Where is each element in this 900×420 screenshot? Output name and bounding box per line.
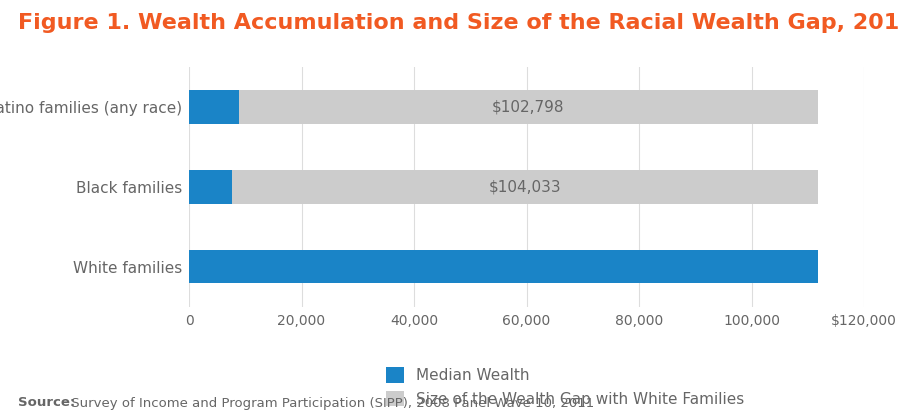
Bar — [189, 250, 817, 284]
Bar — [189, 90, 239, 124]
Bar — [189, 170, 817, 204]
Text: $104,033: $104,033 — [489, 179, 562, 194]
Bar — [189, 90, 817, 124]
Text: Source:: Source: — [18, 396, 76, 410]
Text: Survey of Income and Program Participation (SIPP), 2008 Panel Wave 10, 2011: Survey of Income and Program Participati… — [67, 396, 594, 410]
Legend: Median Wealth, Size of the Wealth Gap with White Families: Median Wealth, Size of the Wealth Gap wi… — [385, 367, 744, 407]
Bar — [189, 170, 232, 204]
Text: $102,798: $102,798 — [492, 100, 564, 115]
Text: Figure 1. Wealth Accumulation and Size of the Racial Wealth Gap, 2011: Figure 1. Wealth Accumulation and Size o… — [18, 13, 900, 33]
